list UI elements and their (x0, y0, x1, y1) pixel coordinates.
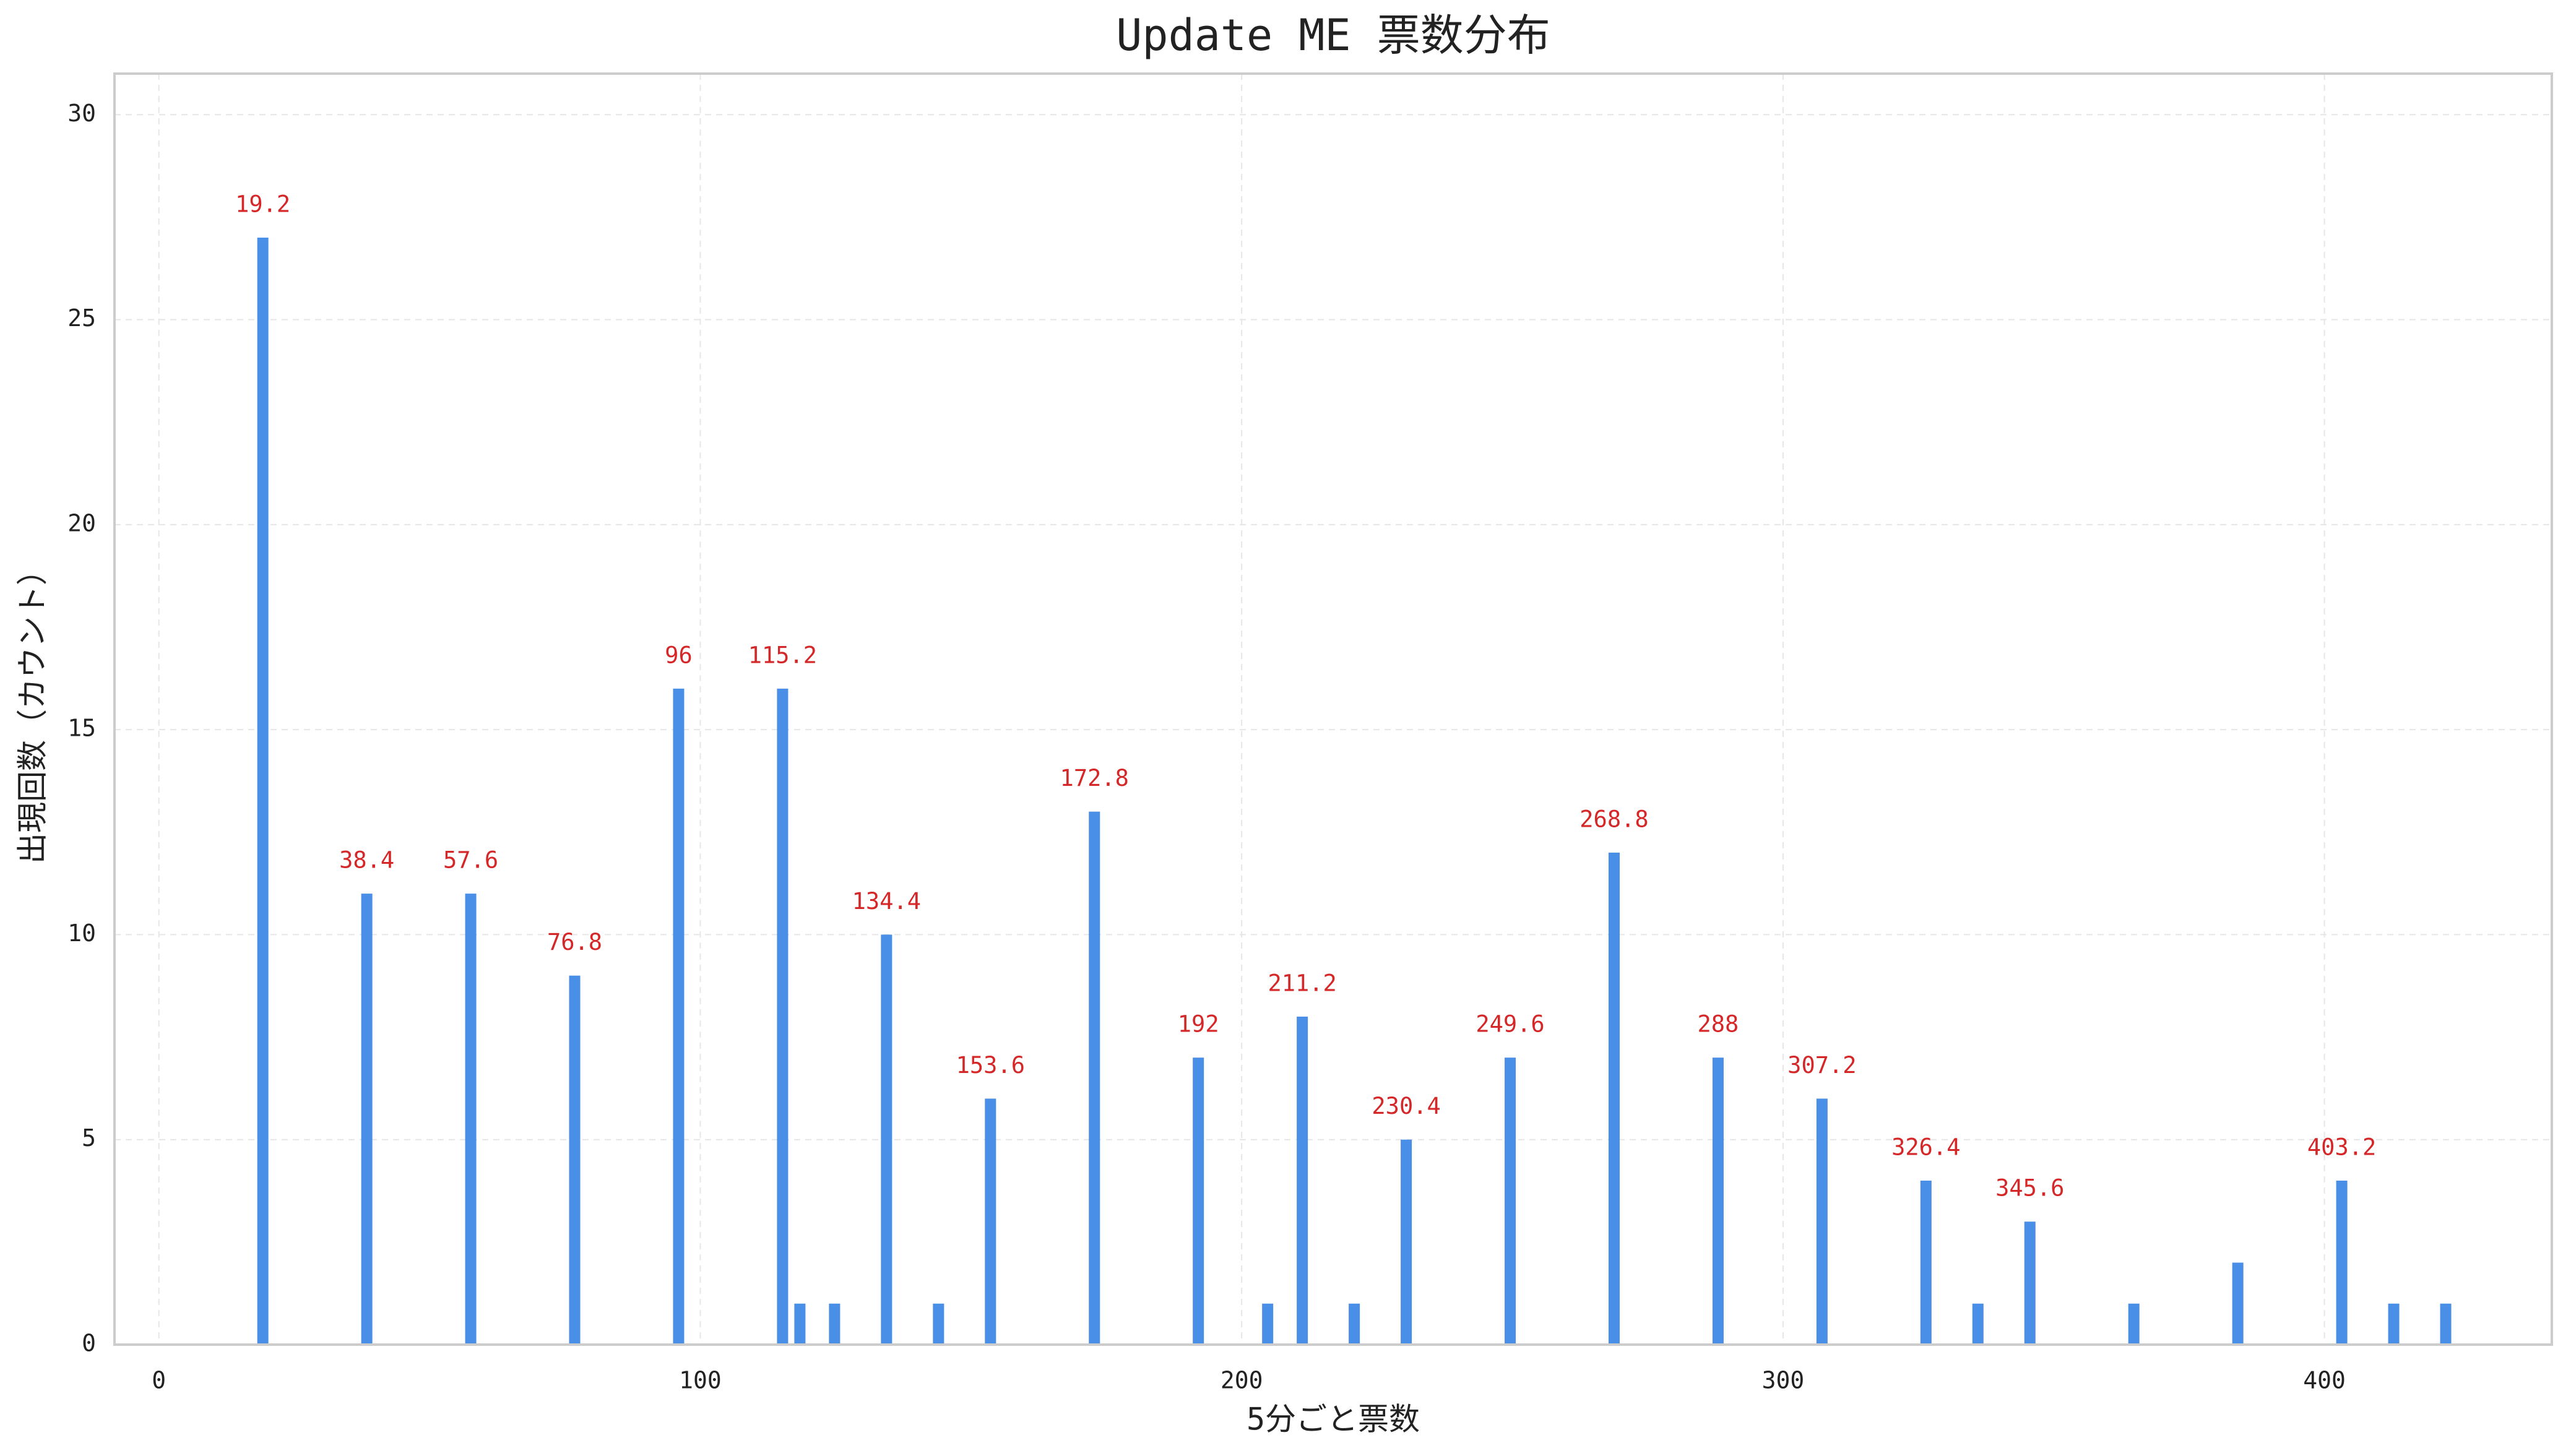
y-tick-label: 20 (67, 509, 96, 536)
bar-annotation: 403.2 (2307, 1134, 2376, 1160)
x-tick-label: 200 (1221, 1367, 1263, 1394)
bar (1608, 852, 1620, 1345)
bar (881, 934, 892, 1345)
y-tick-label: 5 (82, 1124, 96, 1152)
bar-annotation: 230.4 (1372, 1093, 1440, 1119)
bar-annotation: 268.8 (1579, 806, 1648, 832)
y-tick-label: 25 (67, 304, 96, 332)
bar-annotation: 57.6 (443, 847, 498, 874)
bar (1089, 811, 1100, 1345)
y-tick-label: 30 (67, 100, 96, 127)
bar (2024, 1221, 2036, 1345)
bar (794, 1303, 806, 1345)
y-tick-label: 0 (82, 1330, 96, 1357)
bar-annotation: 38.4 (339, 847, 394, 874)
x-axis-label: 5分ごと票数 (1247, 1402, 1420, 1437)
bar-annotation: 249.6 (1476, 1011, 1544, 1038)
bar-annotation: 345.6 (1995, 1175, 2064, 1202)
bar (777, 688, 789, 1345)
bar (2232, 1262, 2244, 1345)
bar (1816, 1098, 1828, 1345)
bar (1920, 1180, 1932, 1345)
y-axis-label: 出現回数（カウント） (15, 554, 51, 864)
bar (257, 238, 269, 1345)
bar-annotation: 19.2 (235, 191, 290, 218)
bar (2336, 1180, 2348, 1345)
chart-title: Update ME 票数分布 (1116, 10, 1550, 61)
bar (1193, 1058, 1204, 1345)
bar (1401, 1139, 1412, 1345)
bar (829, 1303, 840, 1345)
bar-annotation: 76.8 (547, 929, 602, 955)
bar (361, 894, 373, 1345)
y-tick-label: 10 (67, 920, 96, 947)
bar-annotation: 211.2 (1268, 970, 1336, 996)
bar (465, 894, 477, 1345)
bar-annotation: 153.6 (956, 1052, 1025, 1079)
x-tick-label: 400 (2303, 1367, 2346, 1394)
x-tick-label: 100 (679, 1367, 722, 1394)
bar (933, 1303, 944, 1345)
bar (1505, 1058, 1516, 1345)
x-tick-label: 0 (152, 1367, 166, 1394)
bar-annotation: 326.4 (1891, 1134, 1960, 1160)
bar-annotation: 288 (1698, 1011, 1739, 1038)
bar (1712, 1058, 1724, 1345)
bar (2388, 1303, 2400, 1345)
bar (569, 975, 581, 1345)
bar-annotation: 115.2 (748, 642, 817, 668)
bar (1349, 1303, 1360, 1345)
y-tick-label: 15 (67, 715, 96, 742)
bar (2440, 1303, 2452, 1345)
bar (1297, 1016, 1308, 1345)
bar (985, 1098, 996, 1345)
plot-frame (113, 72, 2553, 1346)
bar (1972, 1303, 1984, 1345)
bar-annotation: 134.4 (852, 888, 921, 915)
bar-annotation: 96 (665, 642, 693, 668)
bar (1262, 1303, 1274, 1345)
bar (673, 688, 685, 1345)
bar-annotation: 192 (1178, 1011, 1219, 1038)
bar (2128, 1303, 2140, 1345)
bar-annotation: 172.8 (1060, 765, 1129, 791)
x-tick-label: 300 (1762, 1367, 1805, 1394)
bar-annotation: 307.2 (1787, 1052, 1856, 1079)
